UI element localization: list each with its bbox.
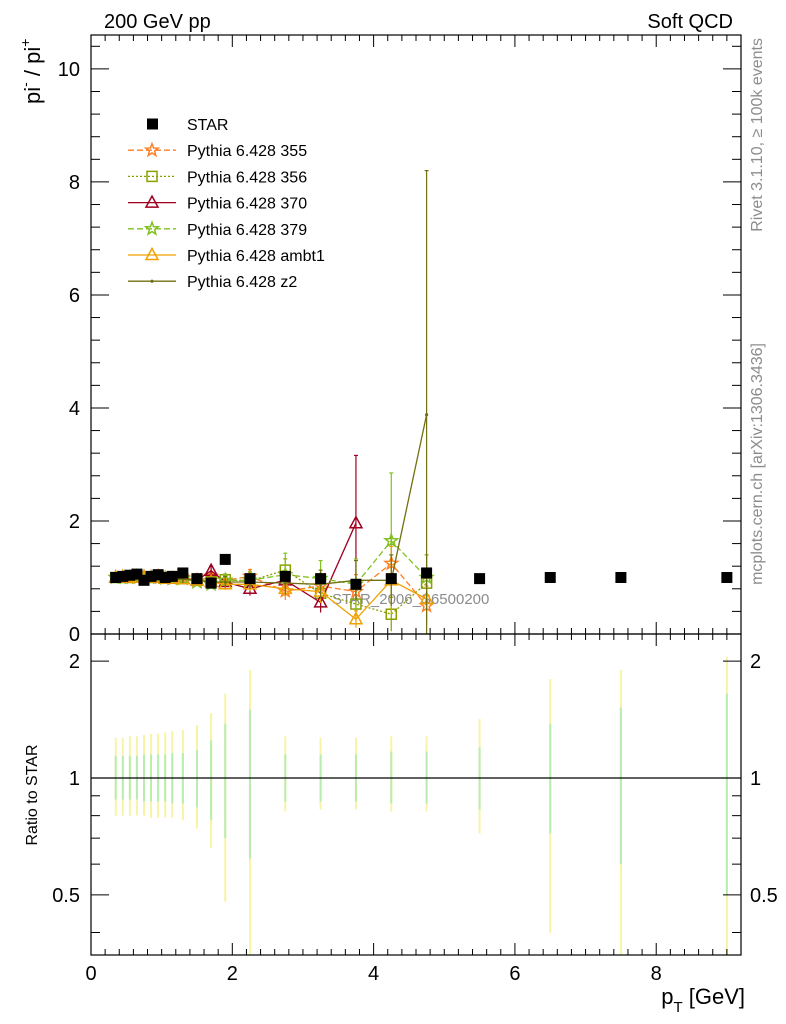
analysis-watermark: STAR_2006_S6500200 (332, 591, 489, 608)
star-data-point (385, 573, 397, 585)
star-data-point (474, 573, 486, 585)
legend-marker-p370 (144, 194, 160, 208)
star-data-point (138, 574, 150, 586)
ratio-y-tick-label-right: 0.5 (750, 885, 778, 907)
star-data-point (177, 567, 189, 579)
legend-entry-p379: Pythia 6.428 379 (128, 220, 307, 239)
side-label-mcplots: mcplots.cern.ch [arXiv:1306.3436] (749, 343, 766, 585)
legend-label-p370: Pythia 6.428 370 (187, 196, 307, 213)
x-tick-label: 0 (85, 963, 96, 985)
legend-entry-p370: Pythia 6.428 370 (128, 194, 307, 213)
main-y-tick-label: 10 (58, 59, 80, 81)
legend-entry-star: STAR (147, 117, 228, 134)
x-tick-label: 6 (509, 963, 520, 985)
header-left: 200 GeV pp (104, 11, 211, 33)
legend-marker-p379 (143, 220, 161, 236)
star-data-point (159, 571, 171, 583)
series-point-p379 (383, 532, 400, 548)
legend-entry-p356: Pythia 6.428 356 (128, 169, 307, 186)
x-axis-label: pT [GeV] (661, 984, 745, 1016)
star-data-point (191, 573, 203, 585)
ratio-y-tick-label-left: 1 (69, 768, 80, 790)
legend-label-z2: Pythia 6.428 z2 (187, 274, 297, 291)
star-data-point (145, 570, 157, 582)
ratio-y-tick-label-left: 2 (69, 651, 80, 673)
star-data-point (124, 569, 136, 581)
series-point-p370 (313, 594, 328, 608)
series-point-z2 (223, 580, 227, 584)
star-data-point (205, 577, 217, 589)
series-point-p370 (242, 580, 258, 595)
star-data-point (350, 578, 362, 590)
main-y-tick-label: 0 (69, 624, 80, 646)
series-point-p370 (348, 515, 364, 529)
ratio-frame (90, 633, 742, 956)
side-label-rivet: Rivet 3.1.10, ≥ 100k events (749, 38, 766, 232)
star-data-point (315, 573, 327, 585)
series-z2 (113, 170, 429, 634)
star-data-point (152, 569, 164, 581)
ratio-y-tick-label-right: 2 (750, 651, 761, 673)
series-point-z2 (283, 581, 287, 585)
x-tick-label: 4 (368, 963, 379, 985)
legend-label-p379: Pythia 6.428 379 (187, 222, 307, 239)
star-data-point (219, 553, 231, 565)
legend-entry-z2: Pythia 6.428 z2 (128, 274, 297, 291)
star-data-point (166, 570, 178, 582)
main-y-tick-label: 2 (69, 511, 80, 533)
mc-series-layer (107, 170, 435, 634)
axes-layer: 0 2 4 6 8 0 2 4 6 8 10 0.5 0.5 1 1 2 2 (52, 34, 778, 985)
series-point-ambt1 (348, 611, 364, 625)
series-point-ambt1 (217, 576, 233, 590)
legend-entry-ambt1: Pythia 6.428 ambt1 (128, 246, 325, 265)
star-data-point (131, 568, 143, 580)
main-y-tick-label: 4 (69, 398, 80, 420)
legend-label-ambt1: Pythia 6.428 ambt1 (187, 248, 325, 265)
ratio-y-axis-label: Ratio to STAR (24, 744, 41, 845)
legend-marker-ambt1 (144, 246, 160, 261)
legend-marker-p355 (143, 141, 161, 158)
legend-marker-star (147, 118, 158, 130)
ratio-y-tick-label-left: 0.5 (52, 885, 80, 907)
star-data-point (615, 571, 627, 583)
legend: STAR Pythia 6.428 355 Pythia 6.428 356 Pyth… (128, 117, 325, 291)
header-right: Soft QCD (647, 11, 733, 33)
star-data-point (721, 571, 733, 583)
series-point-z2 (424, 413, 429, 417)
legend-label-p356: Pythia 6.428 356 (187, 169, 307, 186)
x-tick-label: 2 (227, 963, 238, 985)
main-y-axis-label: pi- / pi+ (17, 39, 45, 104)
series-ambt1 (108, 545, 434, 628)
star-data-point (279, 570, 291, 582)
star-data-point (110, 571, 122, 583)
legend-label-star: STAR (187, 117, 228, 134)
legend-marker-z2 (150, 279, 154, 283)
star-data-point (421, 567, 433, 579)
ratio-uncertainty-bands (114, 657, 728, 955)
series-line-z2 (115, 414, 428, 585)
legend-label-p355: Pythia 6.428 355 (187, 143, 307, 160)
star-data-point (117, 570, 129, 582)
main-y-tick-label: 6 (69, 285, 80, 307)
star-data-layer (110, 553, 733, 590)
series-p379 (107, 472, 435, 610)
series-line-p370 (115, 522, 357, 604)
star-data-point (244, 573, 256, 585)
ratio-y-tick-label-right: 1 (750, 768, 761, 790)
legend-marker-p356 (146, 170, 158, 183)
main-y-tick-label: 8 (69, 172, 80, 194)
star-data-point (544, 571, 556, 583)
x-tick-label: 8 (651, 963, 662, 985)
legend-entry-p355: Pythia 6.428 355 (128, 141, 307, 160)
